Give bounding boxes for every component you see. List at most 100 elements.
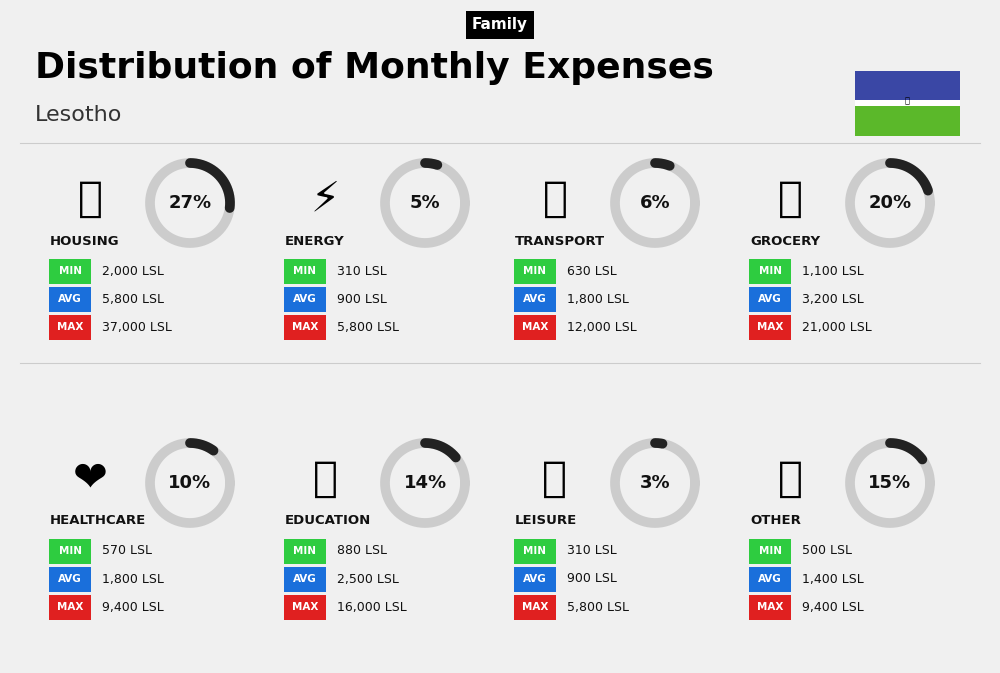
Text: MIN: MIN — [294, 266, 316, 276]
Text: 5,800 LSL: 5,800 LSL — [102, 293, 164, 306]
Text: 16,000 LSL: 16,000 LSL — [337, 600, 407, 614]
Text: AVG: AVG — [293, 294, 317, 304]
FancyBboxPatch shape — [514, 287, 556, 312]
Text: 🎓: 🎓 — [312, 458, 338, 500]
FancyBboxPatch shape — [855, 100, 960, 106]
Text: MIN: MIN — [58, 546, 82, 556]
Text: AVG: AVG — [58, 574, 82, 584]
FancyBboxPatch shape — [749, 594, 791, 620]
Text: MAX: MAX — [292, 602, 318, 612]
Text: 🛍️: 🛍️ — [542, 458, 568, 500]
FancyBboxPatch shape — [855, 106, 960, 137]
Text: 20%: 20% — [868, 194, 912, 212]
FancyBboxPatch shape — [284, 538, 326, 563]
Text: HOUSING: HOUSING — [50, 234, 120, 248]
Text: Lesotho: Lesotho — [35, 105, 122, 125]
Text: MIN: MIN — [294, 546, 316, 556]
Text: 3%: 3% — [640, 474, 670, 492]
Text: GROCERY: GROCERY — [750, 234, 820, 248]
Text: TRANSPORT: TRANSPORT — [515, 234, 605, 248]
Text: MAX: MAX — [757, 602, 783, 612]
Text: ENERGY: ENERGY — [285, 234, 345, 248]
FancyBboxPatch shape — [855, 71, 960, 101]
Text: MAX: MAX — [292, 322, 318, 332]
Text: LEISURE: LEISURE — [515, 514, 577, 528]
Text: 2,500 LSL: 2,500 LSL — [337, 573, 399, 586]
Text: 9,400 LSL: 9,400 LSL — [102, 600, 164, 614]
FancyBboxPatch shape — [749, 314, 791, 339]
Text: 900 LSL: 900 LSL — [337, 293, 387, 306]
FancyBboxPatch shape — [284, 287, 326, 312]
Text: AVG: AVG — [293, 574, 317, 584]
Text: MIN: MIN — [759, 266, 782, 276]
Text: 5,800 LSL: 5,800 LSL — [567, 600, 629, 614]
Text: 1,100 LSL: 1,100 LSL — [802, 264, 864, 277]
FancyBboxPatch shape — [514, 594, 556, 620]
Text: 21,000 LSL: 21,000 LSL — [802, 320, 872, 334]
FancyBboxPatch shape — [749, 287, 791, 312]
FancyBboxPatch shape — [514, 567, 556, 592]
Text: 9,400 LSL: 9,400 LSL — [802, 600, 864, 614]
FancyBboxPatch shape — [749, 567, 791, 592]
FancyBboxPatch shape — [49, 314, 91, 339]
Text: 310 LSL: 310 LSL — [337, 264, 387, 277]
Text: 1,800 LSL: 1,800 LSL — [567, 293, 629, 306]
Text: 🛒: 🛒 — [778, 178, 802, 220]
Text: 37,000 LSL: 37,000 LSL — [102, 320, 172, 334]
Text: AVG: AVG — [58, 294, 82, 304]
FancyBboxPatch shape — [49, 538, 91, 563]
FancyBboxPatch shape — [514, 314, 556, 339]
FancyBboxPatch shape — [49, 567, 91, 592]
FancyBboxPatch shape — [49, 594, 91, 620]
FancyBboxPatch shape — [284, 567, 326, 592]
Text: 💰: 💰 — [778, 458, 802, 500]
FancyBboxPatch shape — [284, 314, 326, 339]
Text: 15%: 15% — [868, 474, 912, 492]
Text: 12,000 LSL: 12,000 LSL — [567, 320, 637, 334]
FancyBboxPatch shape — [284, 258, 326, 283]
Text: ⛺: ⛺ — [905, 96, 910, 105]
Text: MIN: MIN — [759, 546, 782, 556]
FancyBboxPatch shape — [749, 258, 791, 283]
Text: 1,400 LSL: 1,400 LSL — [802, 573, 864, 586]
FancyBboxPatch shape — [49, 287, 91, 312]
Text: Distribution of Monthly Expenses: Distribution of Monthly Expenses — [35, 51, 714, 85]
Text: MAX: MAX — [522, 322, 548, 332]
FancyBboxPatch shape — [749, 538, 791, 563]
Text: ⚡: ⚡ — [310, 178, 340, 220]
Text: 880 LSL: 880 LSL — [337, 544, 387, 557]
Text: Family: Family — [472, 17, 528, 32]
Text: MIN: MIN — [524, 266, 546, 276]
Text: EDUCATION: EDUCATION — [285, 514, 371, 528]
Text: 5,800 LSL: 5,800 LSL — [337, 320, 399, 334]
Text: MAX: MAX — [757, 322, 783, 332]
Text: 500 LSL: 500 LSL — [802, 544, 852, 557]
Text: 1,800 LSL: 1,800 LSL — [102, 573, 164, 586]
Text: 5%: 5% — [410, 194, 440, 212]
Text: 3,200 LSL: 3,200 LSL — [802, 293, 864, 306]
Text: 🚌: 🚌 — [542, 178, 568, 220]
FancyBboxPatch shape — [284, 594, 326, 620]
Text: AVG: AVG — [523, 574, 547, 584]
Text: 27%: 27% — [168, 194, 212, 212]
FancyBboxPatch shape — [514, 538, 556, 563]
Text: MAX: MAX — [57, 322, 83, 332]
Text: HEALTHCARE: HEALTHCARE — [50, 514, 146, 528]
Text: OTHER: OTHER — [750, 514, 801, 528]
Text: 900 LSL: 900 LSL — [567, 573, 617, 586]
Text: AVG: AVG — [758, 294, 782, 304]
Text: ❤️: ❤️ — [73, 458, 107, 500]
Text: 14%: 14% — [403, 474, 447, 492]
Text: 570 LSL: 570 LSL — [102, 544, 152, 557]
Text: MIN: MIN — [58, 266, 82, 276]
Text: 630 LSL: 630 LSL — [567, 264, 617, 277]
Text: 🏢: 🏢 — [78, 178, 103, 220]
Text: AVG: AVG — [523, 294, 547, 304]
Text: 6%: 6% — [640, 194, 670, 212]
Text: 2,000 LSL: 2,000 LSL — [102, 264, 164, 277]
Text: 310 LSL: 310 LSL — [567, 544, 617, 557]
FancyBboxPatch shape — [49, 258, 91, 283]
Text: MIN: MIN — [524, 546, 546, 556]
Text: 10%: 10% — [168, 474, 212, 492]
Text: MAX: MAX — [522, 602, 548, 612]
